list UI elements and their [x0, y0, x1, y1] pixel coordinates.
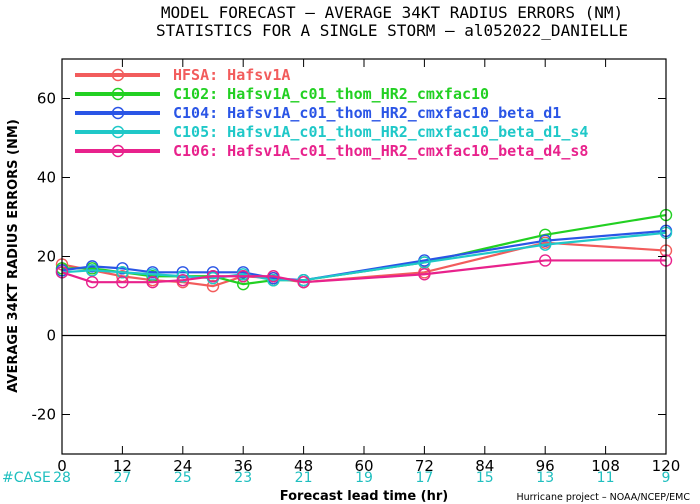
- legend-entry: C102: Hafsv1A_c01_thom_HR2_cmxfac10: [173, 85, 489, 103]
- series-point: [85, 264, 99, 277]
- case-count: 27: [113, 470, 131, 486]
- legend-marker: [111, 87, 125, 101]
- case-count: 19: [355, 470, 373, 486]
- y-tick-label: 0: [46, 327, 56, 345]
- series-point: [116, 275, 129, 289]
- series-point: [267, 270, 280, 283]
- chart-subtitle: STATISTICS FOR A SINGLE STORM – al052022…: [156, 21, 628, 40]
- axis-ticks: 0 12 24 36 48 60 72 84 96 108 120 -20 0 20 40 60: [32, 59, 681, 475]
- series-point: [236, 277, 250, 291]
- x-tick-label: 108: [591, 457, 620, 475]
- x-tick-label: 84: [475, 457, 494, 475]
- x-axis-label: Forecast lead time (hr): [280, 489, 448, 504]
- case-count: 11: [597, 470, 615, 486]
- legend-marker: [111, 68, 125, 82]
- x-tick-label: 12: [113, 457, 132, 475]
- case-count: 9: [662, 470, 671, 486]
- series-layer: [55, 208, 673, 293]
- legend-entry: C105: Hafsv1A_c01_thom_HR2_cmxfac10_beta…: [173, 123, 588, 141]
- series-point: [176, 274, 190, 287]
- x-tick-label: 72: [415, 457, 434, 475]
- case-count: 13: [536, 470, 554, 486]
- series-point: [267, 274, 280, 287]
- series-point: [418, 256, 431, 269]
- x-tick-label: 96: [536, 457, 555, 475]
- legend-marker: [111, 125, 125, 139]
- x-tick-label: 120: [652, 457, 681, 475]
- case-count: 17: [415, 470, 433, 486]
- x-tick-label: 60: [354, 457, 373, 475]
- case-count: 23: [234, 470, 252, 486]
- series-point: [539, 254, 552, 267]
- series-point: [116, 262, 129, 275]
- chart-title: MODEL FORECAST – AVERAGE 34KT RADIUS ERR…: [161, 3, 623, 22]
- x-tick-label: 24: [173, 457, 192, 475]
- y-axis-label: AVERAGE 34KT RADIUS ERRORS (NM): [6, 119, 21, 393]
- x-tick-label: 36: [234, 457, 253, 475]
- series-point: [146, 268, 159, 281]
- series-point: [176, 266, 190, 279]
- case-label: #CASE: [2, 470, 51, 486]
- series-point: [116, 266, 129, 279]
- credit-text: Hurricane project – NOAA/NCEP/EMC: [516, 492, 690, 503]
- series-point: [85, 275, 99, 289]
- series-point: [206, 279, 220, 293]
- case-count: 25: [174, 470, 192, 486]
- case-count: 28: [53, 470, 71, 486]
- case-count: 15: [476, 470, 494, 486]
- series-point: [418, 268, 431, 281]
- y-tick-label: 20: [37, 248, 56, 266]
- x-tick-label: 0: [57, 457, 67, 475]
- series-point: [206, 270, 220, 283]
- series-point: [539, 238, 552, 251]
- legend-marker: [111, 144, 125, 158]
- x-tick-label: 48: [294, 457, 313, 475]
- y-tick-label: 60: [37, 90, 56, 108]
- series-point: [297, 275, 310, 289]
- series-line-c104: [61, 229, 667, 282]
- y-tick-label: -20: [32, 406, 57, 424]
- legend-entry: C106: Hafsv1A_c01_thom_HR2_cmxfac10_beta…: [173, 142, 588, 160]
- legend-marker: [111, 106, 125, 120]
- series-point: [539, 234, 552, 247]
- legend-entry: HFSA: Hafsv1A: [173, 66, 290, 84]
- y-tick-label: 40: [37, 169, 56, 187]
- series-point: [85, 260, 99, 273]
- series-point: [176, 270, 190, 283]
- case-counts: #CASE 28 27 25 23 21 19 17 15 13 11 9: [2, 470, 670, 486]
- case-count: 21: [295, 470, 313, 486]
- series-point: [236, 270, 250, 283]
- series-point: [146, 275, 159, 289]
- legend-entry: C104: Hafsv1A_c01_thom_HR2_cmxfac10_beta…: [173, 104, 561, 122]
